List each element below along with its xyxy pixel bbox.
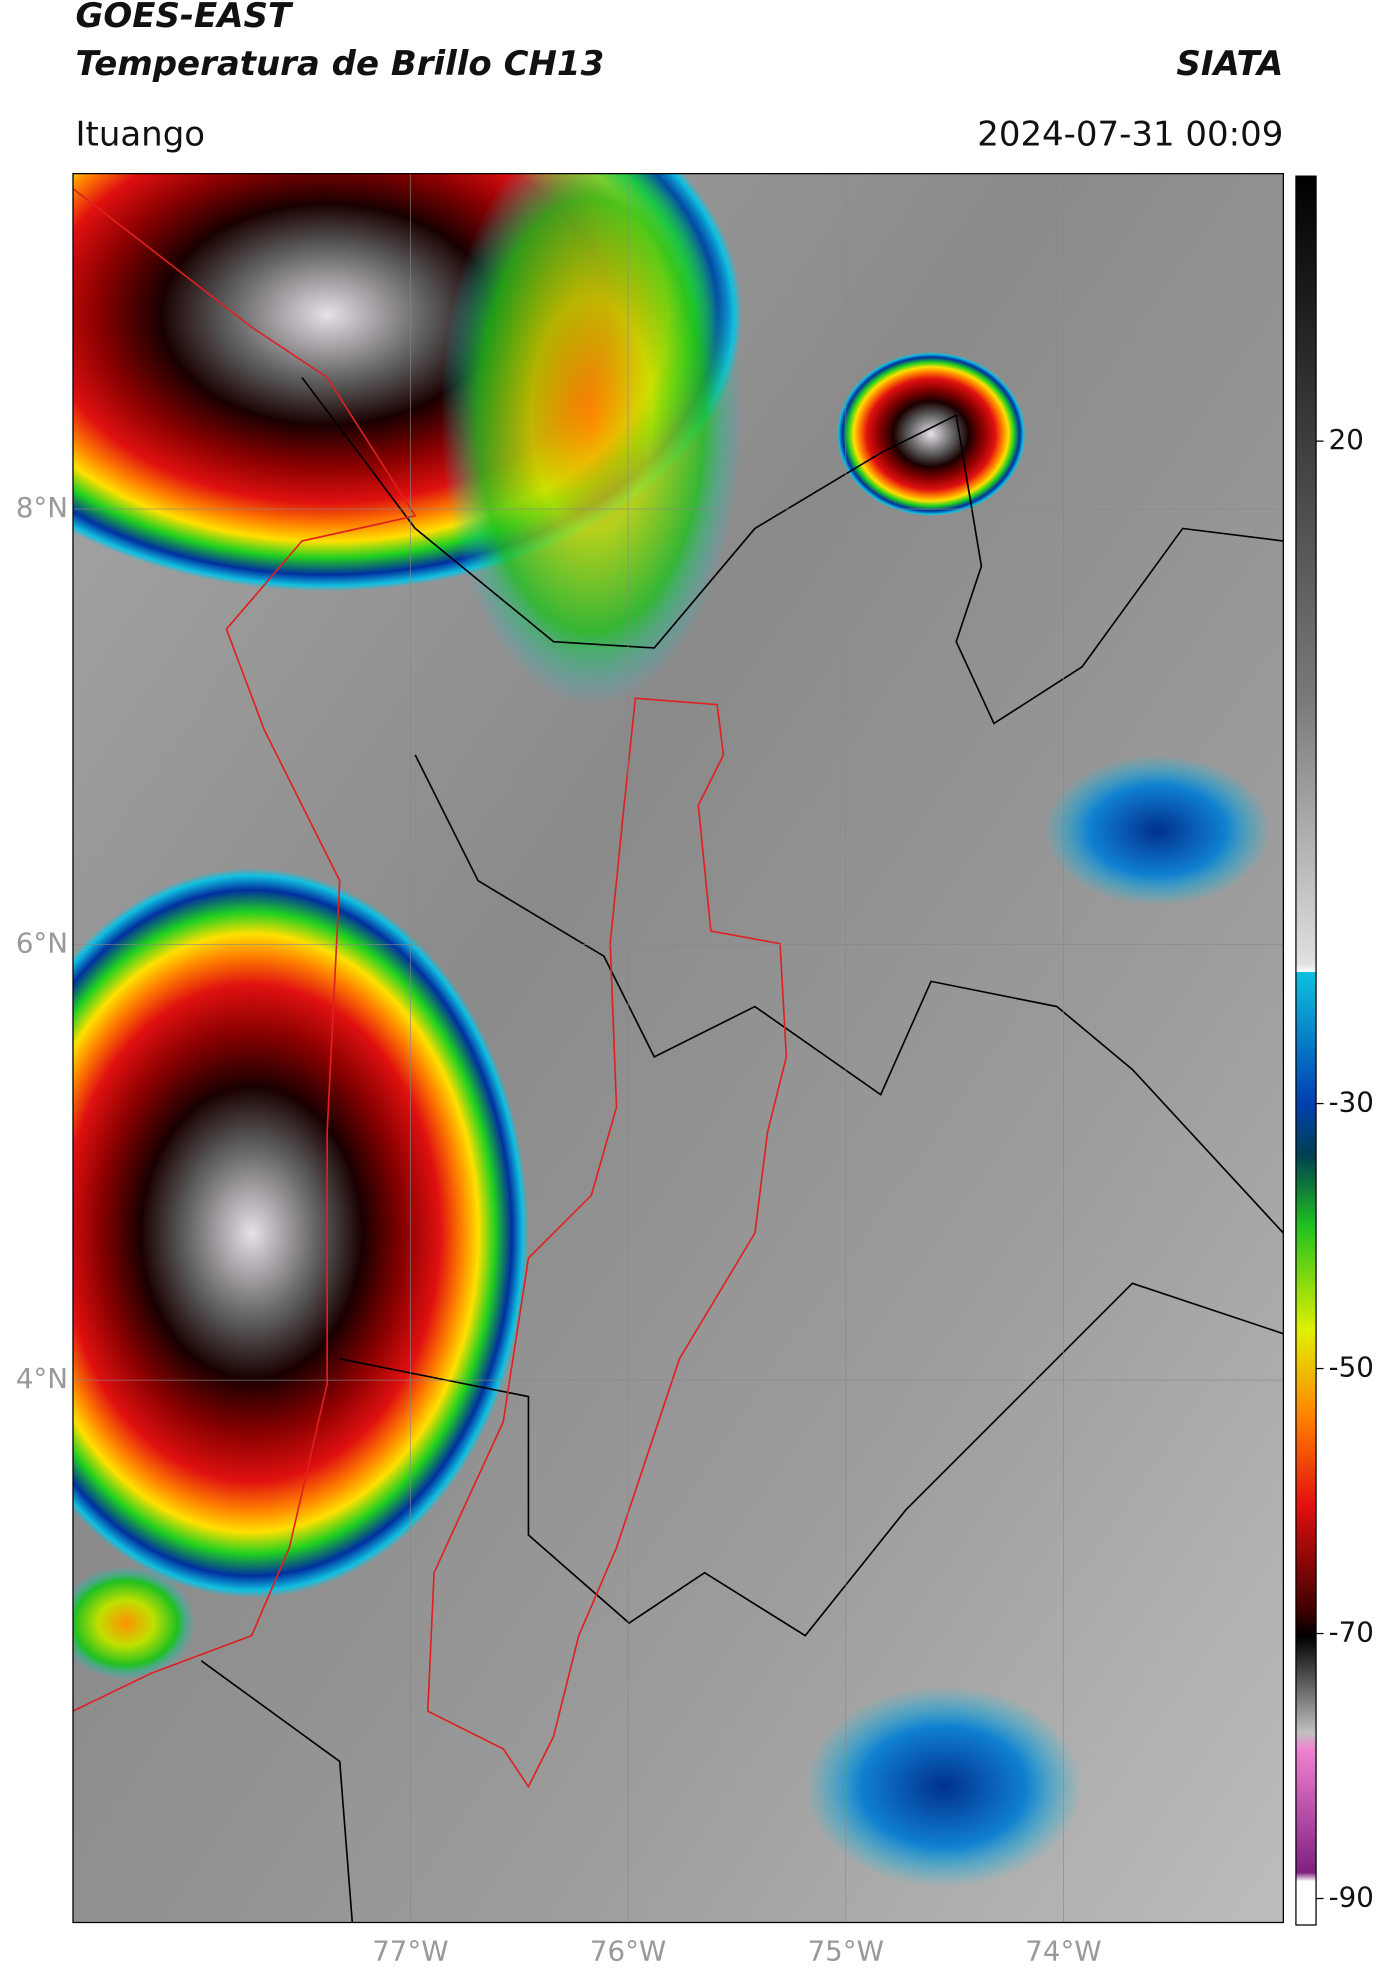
cloud-top <box>440 173 743 705</box>
satellite: GOES-EAST <box>75 0 293 36</box>
cloud-top <box>805 1685 1083 1888</box>
cloud-top <box>836 352 1026 516</box>
colorbar-tick-label: -30 <box>1329 1086 1374 1119</box>
lon-label: 77°W <box>372 1935 448 1968</box>
lat-label: 8°N <box>16 491 68 524</box>
border <box>414 754 1284 1234</box>
datetime: 2024-07-31 00:09 <box>977 114 1283 154</box>
cloud-top <box>72 868 529 1598</box>
cloud-top <box>72 1566 195 1680</box>
cloud-top <box>1044 754 1271 906</box>
coastline <box>72 188 417 1712</box>
location: Ituango <box>75 114 205 154</box>
border <box>301 376 1284 725</box>
graticule <box>72 173 1284 1923</box>
colorbar-tick-label: -70 <box>1329 1616 1374 1649</box>
source: SIATA <box>1176 44 1283 84</box>
map-frame <box>72 172 1284 1924</box>
colorbar-tick-label: -50 <box>1329 1351 1374 1384</box>
lon-label: 74°W <box>1025 1935 1101 1968</box>
satellite-image <box>72 173 1284 1923</box>
lon-label: 76°W <box>590 1935 666 1968</box>
product: Temperatura de Brillo CH13 <box>75 44 604 84</box>
lat-label: 4°N <box>16 1362 68 1395</box>
colorbar-tick-label: 20 <box>1329 423 1364 456</box>
colorbar <box>1295 175 1317 1926</box>
border <box>339 1282 1284 1637</box>
basin-outline <box>426 697 788 1789</box>
border <box>200 1660 354 1923</box>
lon-label: 75°W <box>808 1935 884 1968</box>
lat-label: 6°N <box>16 927 68 960</box>
colorbar-tick-label: -90 <box>1329 1881 1374 1914</box>
